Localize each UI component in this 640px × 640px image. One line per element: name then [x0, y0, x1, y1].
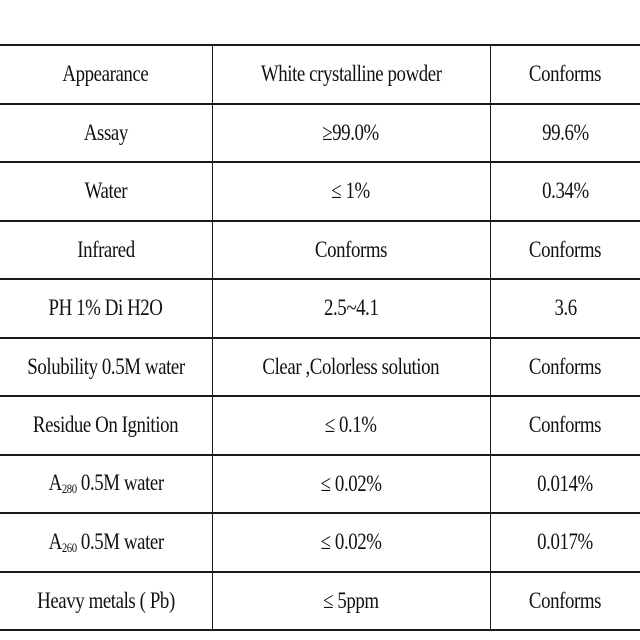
test-item-cell: A280 0.5M water: [0, 453, 213, 514]
result-value: Conforms: [529, 587, 602, 613]
test-item-label: Appearance: [62, 61, 149, 87]
specification-value: 2.5~4.1: [323, 295, 379, 321]
specification-value: White crystalline powder: [260, 61, 442, 87]
test-item-cell: PH 1% Di H2O: [0, 278, 213, 339]
specification-value: ≤ 1%: [331, 178, 371, 204]
result-value: 0.017%: [537, 529, 594, 555]
test-item-label: Infrared: [77, 236, 135, 262]
test-item-cell: Solubility 0.5M water: [0, 336, 213, 397]
test-item-label: A260 0.5M water: [48, 528, 164, 556]
specification-cell: ≤ 5ppm: [212, 570, 491, 631]
table-row: PH 1% Di H2O 2.5~4.1 3.6: [0, 278, 640, 339]
result-cell: 0.017%: [490, 512, 640, 573]
specification-cell: ≤ 0.02%: [212, 512, 491, 573]
item-prefix: A: [48, 470, 62, 496]
result-value: Conforms: [529, 353, 602, 379]
test-item-label: Solubility 0.5M water: [27, 353, 185, 379]
test-item-cell: Infrared: [0, 219, 213, 280]
specification-cell: 2.5~4.1: [212, 278, 491, 339]
result-cell: Conforms: [490, 336, 640, 397]
specification-cell: Conforms: [212, 219, 491, 280]
table-row: Residue On Ignition ≤ 0.1% Conforms: [0, 395, 640, 456]
result-cell: Conforms: [490, 395, 640, 456]
item-suffix: 0.5M water: [76, 470, 164, 496]
test-item-label: A280 0.5M water: [48, 470, 164, 497]
result-cell: 0.34%: [490, 161, 640, 222]
result-value: 0.34%: [541, 178, 589, 204]
result-value: 0.014%: [537, 470, 594, 496]
specification-cell: ≤ 0.02%: [212, 453, 491, 514]
result-value: 3.6: [554, 295, 577, 321]
table-row: Solubility 0.5M water Clear ,Colorless s…: [0, 336, 640, 397]
result-value: Conforms: [529, 236, 602, 262]
result-value: Conforms: [529, 412, 602, 438]
test-item-cell: A260 0.5M water: [0, 512, 213, 573]
specification-value: ≤ 0.1%: [325, 412, 377, 438]
table-row: A280 0.5M water ≤ 0.02% 0.014%: [0, 453, 640, 514]
test-item-label: Assay: [83, 119, 128, 145]
table-row: Appearance White crystalline powder Conf…: [0, 44, 640, 105]
result-value: Conforms: [529, 61, 602, 87]
specification-value: ≤ 0.02%: [320, 529, 382, 555]
specification-value: ≤ 5ppm: [323, 587, 379, 613]
item-subscript: 280: [61, 481, 77, 497]
specification-value: ≤ 0.02%: [320, 470, 382, 496]
table-row: Water ≤ 1% 0.34%: [0, 161, 640, 222]
test-item-label: Water: [84, 178, 128, 204]
test-item-cell: Water: [0, 161, 213, 222]
item-subscript: 260: [61, 539, 77, 555]
specification-cell: Clear ,Colorless solution: [212, 336, 491, 397]
table-row: A260 0.5M water ≤ 0.02% 0.017%: [0, 512, 640, 573]
result-cell: 99.6%: [490, 102, 640, 163]
result-cell: Conforms: [490, 219, 640, 280]
specification-cell: ≥99.0%: [212, 102, 491, 163]
result-cell: Conforms: [490, 44, 640, 105]
specification-value: ≥99.0%: [322, 119, 380, 145]
test-item-label: Residue On Ignition: [33, 412, 179, 438]
test-item-cell: Assay: [0, 102, 213, 163]
result-cell: 3.6: [490, 278, 640, 339]
result-cell: 0.014%: [490, 453, 640, 514]
specification-value: Clear ,Colorless solution: [262, 353, 440, 379]
test-item-label: PH 1% Di H2O: [48, 295, 163, 321]
specification-cell: White crystalline powder: [212, 44, 491, 105]
specification-table: Appearance White crystalline powder Conf…: [0, 44, 640, 631]
specification-cell: ≤ 1%: [212, 161, 491, 222]
table-row: Infrared Conforms Conforms: [0, 219, 640, 280]
item-prefix: A: [48, 528, 62, 554]
result-value: 99.6%: [541, 119, 589, 145]
table-row: Heavy metals ( Pb) ≤ 5ppm Conforms: [0, 570, 640, 631]
test-item-cell: Heavy metals ( Pb): [0, 570, 213, 631]
test-item-cell: Appearance: [0, 44, 213, 105]
result-cell: Conforms: [490, 570, 640, 631]
table-row: Assay ≥99.0% 99.6%: [0, 102, 640, 163]
test-item-cell: Residue On Ignition: [0, 395, 213, 456]
test-item-label: Heavy metals ( Pb): [36, 587, 175, 613]
item-suffix: 0.5M water: [76, 528, 164, 554]
specification-cell: ≤ 0.1%: [212, 395, 491, 456]
specification-value: Conforms: [314, 236, 388, 262]
